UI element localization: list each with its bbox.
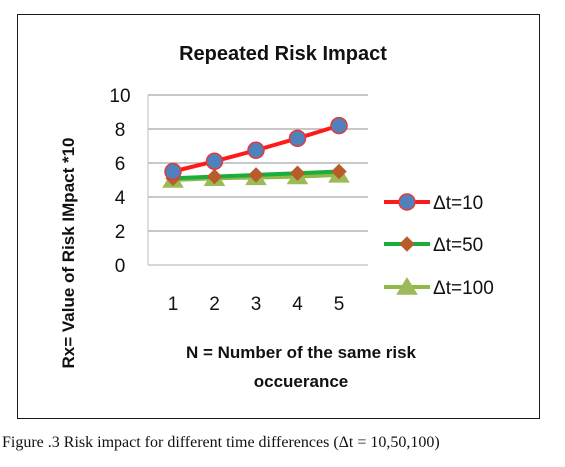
data-point [330,116,348,135]
legend-item-2: Δt=50 [384,235,483,256]
legend-label: Δt=50 [433,235,483,256]
legend: Δt=10 Δt=50 Δt=100 [384,193,494,299]
y-tick-label: 8 [115,120,126,141]
y-axis-label: Rx= Value of Risk IMpact *10 [59,137,78,368]
data-point [248,167,264,183]
series-2 [165,163,347,187]
data-point [205,152,224,171]
gridlines [147,94,368,266]
chart-title: Repeated Risk Impact [179,43,387,65]
figure-caption: Figure .3 Risk impact for different time… [2,434,440,451]
y-tick-label: 6 [115,154,126,175]
series-1 [164,116,348,181]
y-tick-label: 0 [115,256,126,277]
data-point [289,165,306,181]
y-tick-labels: 0 2 4 6 8 10 [109,86,130,277]
x-tick-label: 1 [168,294,179,315]
data-point [247,141,265,159]
legend-marker [396,277,418,295]
data-point [206,168,223,185]
x-tick-label: 5 [334,294,345,315]
x-tick-label: 4 [292,294,303,315]
y-tick-label: 4 [115,188,126,209]
x-tick-label: 2 [209,294,220,315]
x-tick-label: 3 [251,294,262,315]
legend-item-1: Δt=10 [384,193,483,214]
x-axis-label-line2: occuerance [254,372,349,391]
legend-item-3: Δt=100 [384,277,494,299]
data-point [288,129,307,148]
legend-label: Δt=100 [433,278,494,299]
legend-marker [399,236,415,252]
data-point [331,163,347,180]
y-tick-label: 2 [115,222,126,243]
legend-label: Δt=10 [433,193,483,214]
data-point [164,162,182,181]
x-tick-labels: 1 2 3 4 5 [168,294,345,315]
y-tick-label: 10 [109,86,130,107]
x-axis-label-line1: N = Number of the same risk [186,343,417,362]
legend-marker [398,193,416,211]
series-lines [162,116,350,188]
